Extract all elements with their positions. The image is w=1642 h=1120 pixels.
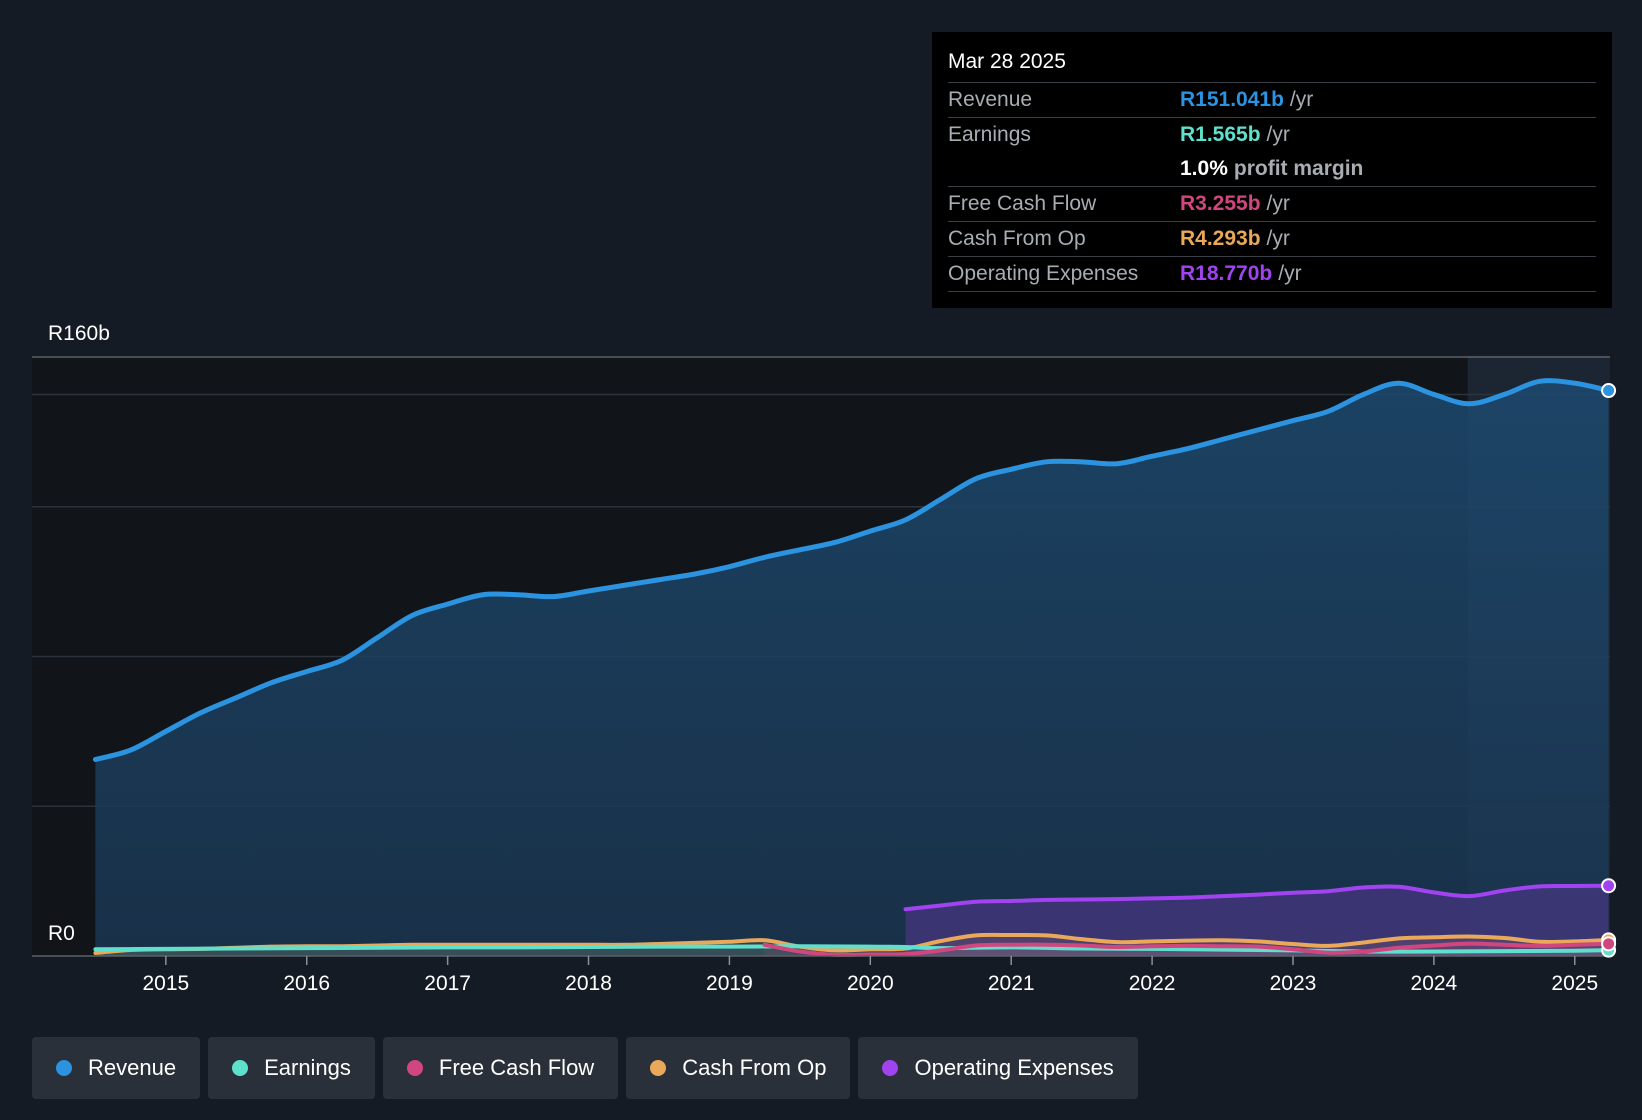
legend-label: Free Cash Flow: [438, 1055, 595, 1080]
legend-label: Operating Expenses: [914, 1055, 1114, 1080]
x-tick-label: 2023: [1270, 972, 1317, 995]
free-cash-flow-endpoint: [1601, 936, 1617, 952]
legend-item-cash-from-op[interactable]: Cash From Op: [626, 1037, 851, 1099]
legend-item-earnings[interactable]: Earnings: [208, 1037, 375, 1099]
chart: 2015 2016 2017 2018 2019 2020 2021 2022 2023 2024…: [32, 322, 1617, 995]
tooltip-row-free-cash-flow: Free Cash Flow R3.255b /yr: [948, 187, 1596, 222]
tooltip-value: R151.041b: [1180, 88, 1284, 111]
legend-item-revenue[interactable]: Revenue: [32, 1037, 201, 1099]
series-lines: [92, 378, 1612, 958]
tooltip-row-cash-from-op: Cash From Op R4.293b /yr: [948, 222, 1596, 257]
legend-dot-icon: [406, 1060, 423, 1076]
tooltip-unit: /yr: [1266, 227, 1290, 250]
y-tick-label-bottom: R0: [48, 922, 75, 945]
operating-expenses-line: [903, 883, 1611, 912]
tooltip-row-earnings: Earnings R1.565b /yr: [948, 118, 1596, 152]
x-tick-label: 2024: [1411, 972, 1458, 995]
tooltip-unit: /yr: [1266, 192, 1290, 215]
tooltip-label: Free Cash Flow: [948, 192, 1097, 215]
tooltip-date: Mar 28 2025: [948, 46, 1596, 83]
revenue-area: [95, 380, 1609, 957]
legend-dot-icon: [882, 1060, 899, 1076]
tooltip-row-margin: 1.0% profit margin: [948, 152, 1596, 187]
tooltip-value: R1.565b: [1180, 123, 1261, 146]
operating-expenses-endpoint: [1601, 878, 1617, 894]
x-tick-label: 2025: [1551, 972, 1598, 995]
legend-label: Revenue: [88, 1055, 177, 1080]
free-cash-flow-line: [762, 941, 1611, 958]
tooltip-unit: /yr: [1289, 88, 1314, 111]
tooltip-label: Operating Expenses: [948, 262, 1139, 285]
legend-item-free-cash-flow[interactable]: Free Cash Flow: [382, 1037, 619, 1099]
x-tick-label: 2015: [142, 972, 189, 995]
x-tick-label: 2018: [565, 972, 612, 995]
x-tick-label: 2019: [706, 972, 753, 995]
legend-item-operating-expenses[interactable]: Operating Expenses: [858, 1037, 1138, 1099]
revenue-line: [92, 378, 1612, 762]
tooltip-value: R4.293b: [1180, 227, 1261, 250]
x-tick-label: 2021: [988, 972, 1035, 995]
x-tick-label: 2017: [424, 972, 471, 995]
revenue-endpoint: [1601, 383, 1617, 399]
tooltip-value: R3.255b: [1180, 192, 1261, 215]
legend-dot-icon: [56, 1060, 72, 1076]
legend-label: Earnings: [264, 1055, 351, 1080]
legend-dot-icon: [232, 1060, 249, 1076]
profit-margin-value: 1.0%: [1180, 157, 1228, 180]
tooltip-unit: /yr: [1266, 123, 1290, 146]
x-tick-label: 2016: [283, 972, 330, 995]
tooltip-row-operating-expenses: Operating Expenses R18.770b /yr: [948, 257, 1596, 292]
legend-label: Cash From Op: [682, 1055, 827, 1080]
legend-dot-icon: [650, 1060, 667, 1076]
series-endpoints: [1601, 383, 1617, 958]
tooltip-label: Cash From Op: [948, 227, 1086, 250]
tooltip-unit: /yr: [1278, 262, 1302, 285]
profit-margin-label: profit margin: [1233, 157, 1364, 180]
tooltip: Mar 28 2025 Revenue R151.041b /yr Earnin…: [932, 32, 1612, 308]
legend: Revenue Earnings Free Cash Flow Cash Fro…: [32, 1037, 1138, 1099]
tooltip-value: R18.770b: [1180, 262, 1273, 285]
x-axis: 2015 2016 2017 2018 2019 2020 2021 2022 2023 2024…: [142, 956, 1598, 995]
tooltip-label: Earnings: [948, 123, 1031, 146]
y-tick-label-top: R160b: [48, 322, 110, 345]
x-tick-label: 2022: [1129, 972, 1176, 995]
tooltip-row-revenue: Revenue R151.041b /yr: [948, 83, 1596, 118]
x-tick-label: 2020: [847, 972, 894, 995]
tooltip-label: Revenue: [948, 88, 1033, 111]
